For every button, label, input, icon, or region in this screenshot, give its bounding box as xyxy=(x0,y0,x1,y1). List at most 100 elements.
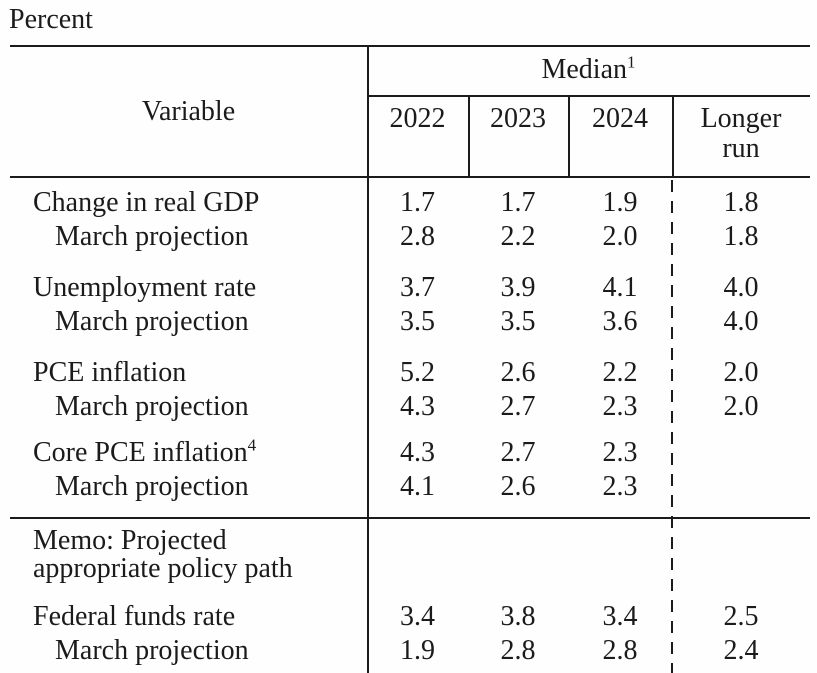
table-row-ffr-march: March projection 1.9 2.8 2.8 2.4 xyxy=(10,634,817,668)
cell-unemp-march-2022: 3.5 xyxy=(400,306,435,337)
median-footnote-marker: 1 xyxy=(627,52,636,72)
cell-pce-march-2022: 4.3 xyxy=(400,391,435,422)
variable-name-core-pce: Core PCE inflation4 xyxy=(10,436,367,470)
variable-name-ffr: Federal funds rate xyxy=(10,600,367,634)
column-header-longer-run: Longer run xyxy=(672,97,810,183)
table-row-core-pce-median: Core PCE inflation4 4.3 2.7 2.3 xyxy=(10,436,817,470)
column-header-2022: 2022 xyxy=(367,97,468,183)
table-body: Change in real GDP 1.7 1.7 1.9 1.8 March… xyxy=(0,178,817,668)
march-projection-label: March projection xyxy=(55,391,249,422)
march-projection-label: March projection xyxy=(55,221,249,252)
variable-name-unemployment: Unemployment rate xyxy=(10,271,367,305)
cell-core-march-longer-run xyxy=(672,470,810,504)
cell-ffr-march-longer-run: 2.4 xyxy=(723,635,759,666)
cell-gdp-longer-run: 1.8 xyxy=(723,187,759,218)
table-row-pce-march: March projection 4.3 2.7 2.3 2.0 xyxy=(10,390,817,424)
memo-line-2: appropriate policy path xyxy=(33,553,293,584)
cell-gdp-2024: 1.9 xyxy=(602,187,638,218)
cell-unemp-2024: 4.1 xyxy=(602,272,638,303)
table-row-core-pce-march: March projection 4.1 2.6 2.3 xyxy=(10,470,817,504)
variable-column-divider xyxy=(367,45,369,673)
cell-core-longer-run xyxy=(672,436,810,470)
cell-core-2024: 2.3 xyxy=(602,437,638,468)
column-header-2024: 2024 xyxy=(568,97,672,183)
cell-ffr-longer-run: 2.5 xyxy=(723,601,759,632)
march-projection-label: March projection xyxy=(55,306,249,337)
cell-core-2022: 4.3 xyxy=(400,437,435,468)
longer-run-dashed-divider xyxy=(671,180,673,673)
cell-unemp-march-2023: 3.5 xyxy=(500,306,536,337)
cell-pce-2023: 2.6 xyxy=(500,357,536,388)
header-divider-2023-2024 xyxy=(568,95,570,178)
cell-ffr-2022: 3.4 xyxy=(400,601,435,632)
table-row-gdp-median: Change in real GDP 1.7 1.7 1.9 1.8 xyxy=(10,186,817,220)
table-row-unemployment-median: Unemployment rate 3.7 3.9 4.1 4.0 xyxy=(10,271,817,305)
memo-heading: Memo: Projected appropriate policy path xyxy=(10,527,817,583)
cell-gdp-2023: 1.7 xyxy=(500,187,536,218)
cell-unemp-longer-run: 4.0 xyxy=(723,272,759,303)
variable-name-text: Unemployment rate xyxy=(33,272,257,303)
cell-ffr-2023: 3.8 xyxy=(500,601,536,632)
cell-core-march-2023: 2.6 xyxy=(500,471,536,502)
cell-ffr-march-2024: 2.8 xyxy=(602,635,638,666)
memo-line-1: Memo: Projected xyxy=(33,525,227,556)
table-row-pce-median: PCE inflation 5.2 2.6 2.2 2.0 xyxy=(10,356,817,390)
column-header-variable: Variable xyxy=(10,47,367,176)
march-projection-label: March projection xyxy=(55,471,249,502)
variable-name-text: Change in real GDP xyxy=(33,187,260,218)
cell-unemp-2023: 3.9 xyxy=(500,272,536,303)
header-divider-2022-2023 xyxy=(468,95,470,178)
cell-pce-march-longer-run: 2.0 xyxy=(723,391,759,422)
row-group-pce-inflation: PCE inflation 5.2 2.6 2.2 2.0 March proj… xyxy=(0,356,817,424)
median-header-label: Median1 xyxy=(541,54,635,86)
variable-name-pce: PCE inflation xyxy=(10,356,367,390)
row-group-unemployment: Unemployment rate 3.7 3.9 4.1 4.0 March … xyxy=(0,271,817,339)
year-2022-label: 2022 xyxy=(389,103,446,134)
median-header-text: Median xyxy=(541,54,628,85)
cell-unemp-march-2024: 3.6 xyxy=(602,306,638,337)
cell-pce-2022: 5.2 xyxy=(400,357,435,388)
column-group-header-median: Median1 xyxy=(367,45,810,95)
header-bottom-rule xyxy=(10,176,810,178)
cell-ffr-2024: 3.4 xyxy=(602,601,638,632)
longer-run-label: Longer run xyxy=(700,103,782,164)
footnote-marker: 4 xyxy=(247,435,257,455)
cell-pce-longer-run: 2.0 xyxy=(723,357,759,388)
table-row-gdp-march: March projection 2.8 2.2 2.0 1.8 xyxy=(10,220,817,254)
cell-unemp-2022: 3.7 xyxy=(400,272,435,303)
cell-gdp-march-2024: 2.0 xyxy=(602,221,638,252)
cell-gdp-march-longer-run: 1.8 xyxy=(723,221,759,252)
column-header-2023: 2023 xyxy=(468,97,568,183)
row-group-core-pce-inflation: Core PCE inflation4 4.3 2.7 2.3 March pr… xyxy=(0,436,817,504)
top-rule xyxy=(10,45,810,47)
unit-label: Percent xyxy=(9,4,93,35)
row-group-federal-funds-rate: Federal funds rate 3.4 3.8 3.4 2.5 March… xyxy=(0,600,817,668)
cell-ffr-march-2023: 2.8 xyxy=(500,635,536,666)
row-group-real-gdp: Change in real GDP 1.7 1.7 1.9 1.8 March… xyxy=(0,186,817,254)
variable-name-text: PCE inflation xyxy=(33,357,187,388)
variable-name-gdp: Change in real GDP xyxy=(10,186,367,220)
cell-gdp-march-2022: 2.8 xyxy=(400,221,435,252)
memo-section-rule xyxy=(10,517,810,519)
cell-pce-march-2024: 2.3 xyxy=(602,391,638,422)
variable-name-text: Core PCE inflation xyxy=(33,437,248,468)
march-projection-label: March projection xyxy=(55,635,249,666)
year-2024-label: 2024 xyxy=(592,103,648,134)
year-2023-label: 2023 xyxy=(490,103,546,134)
cell-gdp-2022: 1.7 xyxy=(400,187,435,218)
cell-gdp-march-2023: 2.2 xyxy=(500,221,536,252)
variable-name-text: Federal funds rate xyxy=(33,601,236,632)
cell-core-march-2024: 2.3 xyxy=(602,471,638,502)
cell-core-2023: 2.7 xyxy=(500,437,536,468)
cell-core-march-2022: 4.1 xyxy=(400,471,435,502)
median-underline-rule xyxy=(367,95,810,97)
table-row-unemployment-march: March projection 3.5 3.5 3.6 4.0 xyxy=(10,305,817,339)
header-divider-2024-longer-run xyxy=(672,95,674,178)
cell-unemp-march-longer-run: 4.0 xyxy=(723,306,759,337)
cell-pce-2024: 2.2 xyxy=(602,357,638,388)
cell-pce-march-2023: 2.7 xyxy=(500,391,536,422)
cell-ffr-march-2022: 1.9 xyxy=(400,635,435,666)
variable-header-label: Variable xyxy=(141,95,236,127)
table-row-ffr-median: Federal funds rate 3.4 3.8 3.4 2.5 xyxy=(10,600,817,634)
